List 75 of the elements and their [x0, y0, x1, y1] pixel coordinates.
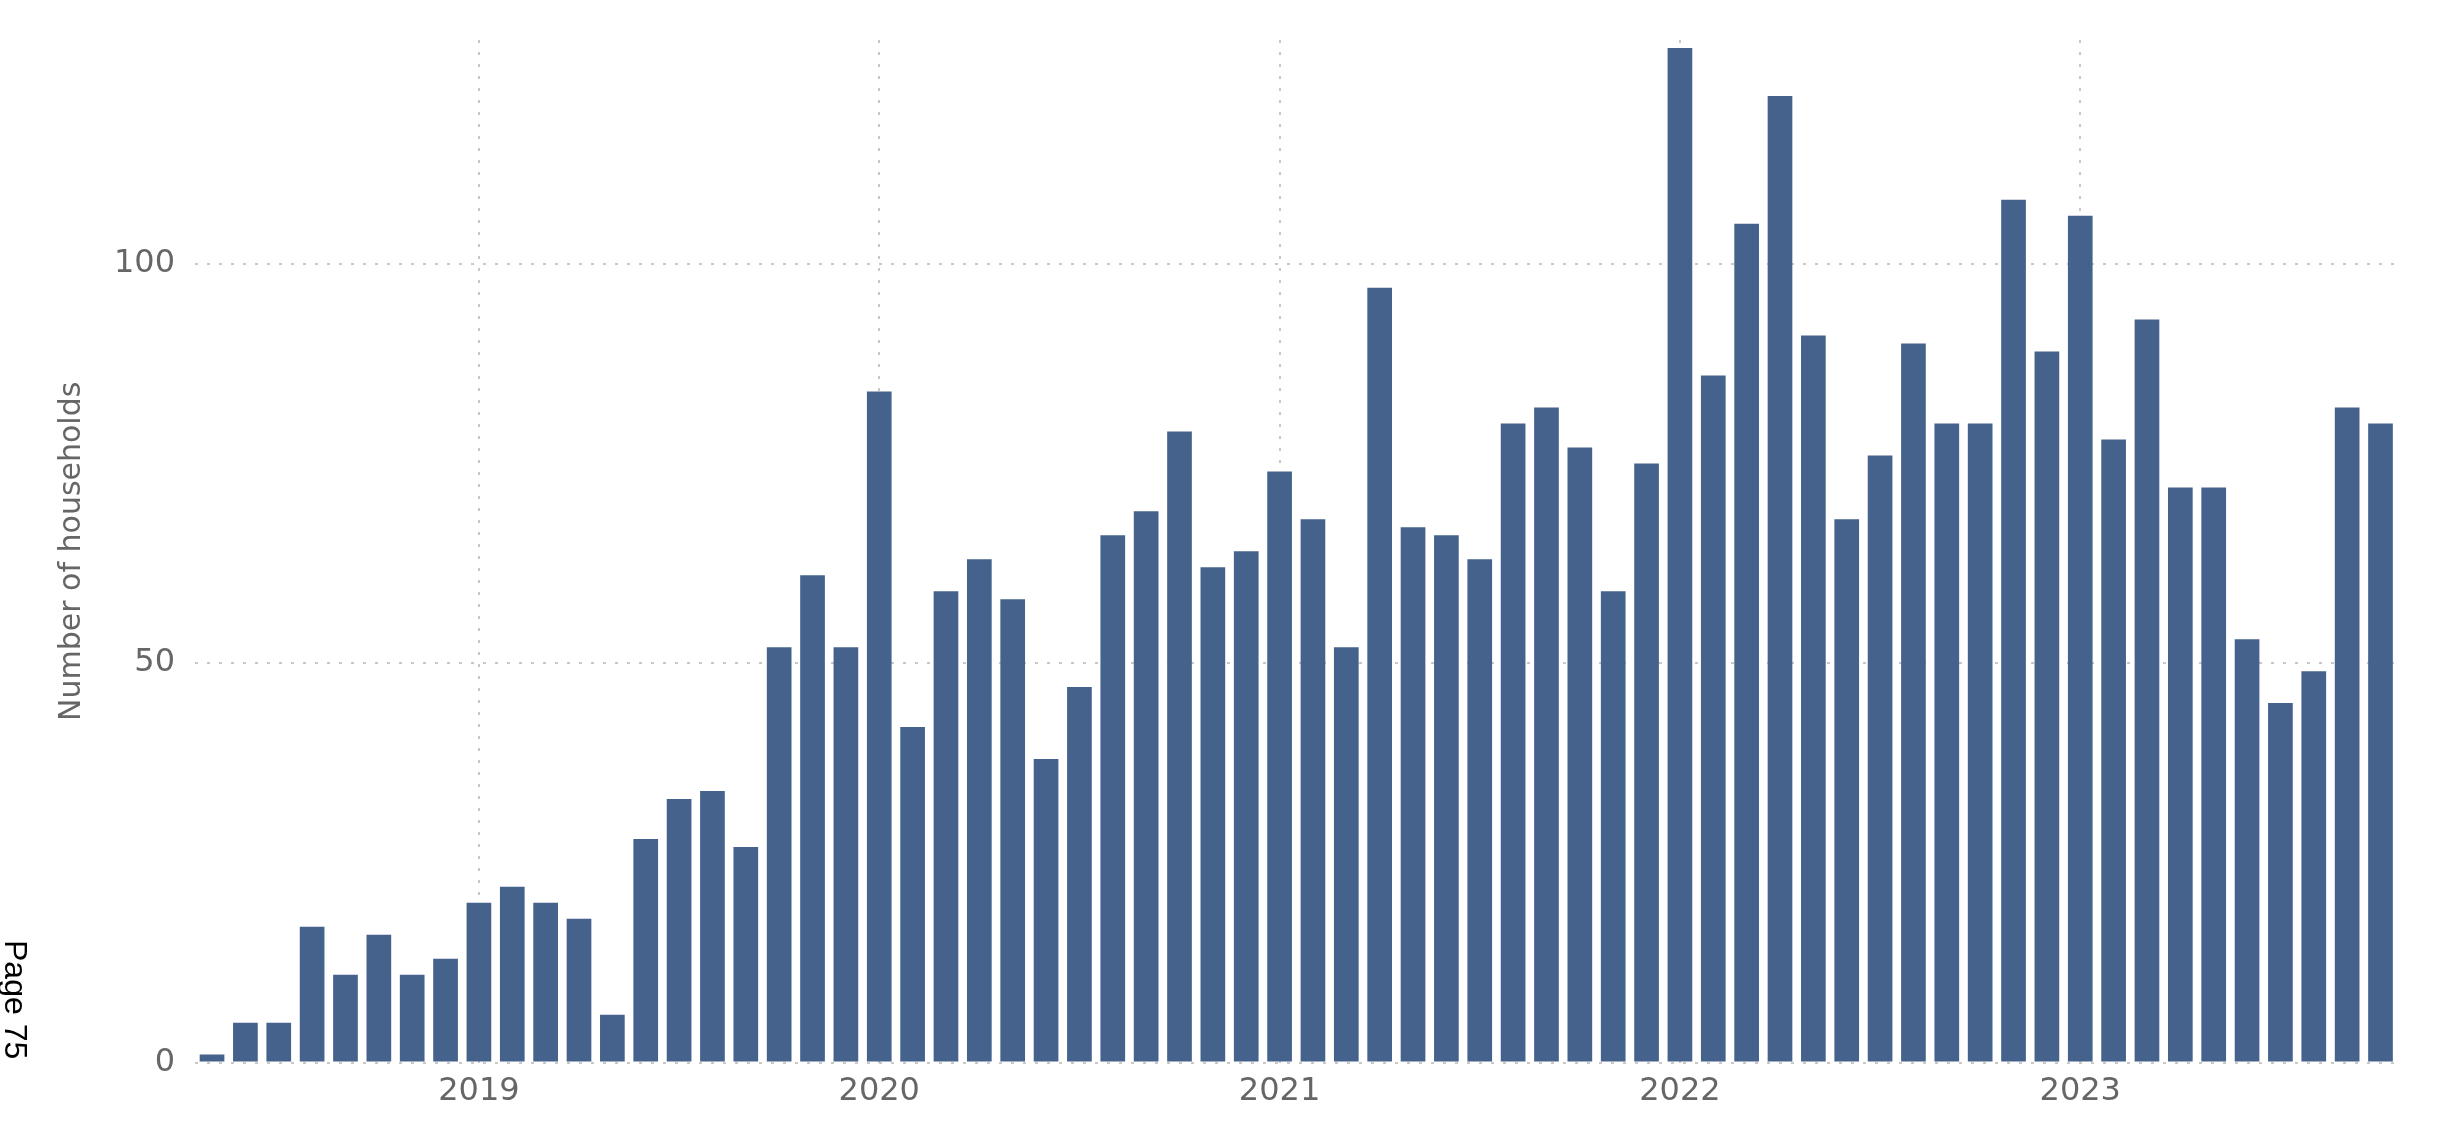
bar	[633, 838, 659, 1062]
bar	[900, 727, 925, 1062]
bar	[2334, 407, 2360, 1062]
bar	[1000, 599, 1026, 1062]
bar	[700, 790, 725, 1062]
bar	[733, 846, 759, 1062]
bar	[566, 918, 592, 1062]
bar	[399, 974, 425, 1062]
bar	[1367, 287, 1393, 1062]
bar	[2234, 639, 2260, 1062]
bar	[366, 934, 392, 1062]
x-tick-label: 2019	[438, 1070, 520, 1109]
bar	[1167, 431, 1192, 1062]
bar	[2268, 703, 2293, 1062]
bar	[2101, 439, 2126, 1062]
x-tick-label: 2021	[1238, 1070, 1321, 1109]
bar	[1734, 223, 1759, 1062]
bar	[2034, 351, 2060, 1062]
bar	[2001, 199, 2026, 1062]
bar	[1867, 455, 1893, 1062]
bar	[199, 1054, 225, 1062]
bar	[600, 1014, 625, 1062]
bar	[1233, 551, 1259, 1062]
bar	[1100, 535, 1126, 1062]
bar	[966, 559, 992, 1062]
y-tick-label: 50	[134, 641, 176, 680]
bar	[800, 575, 825, 1062]
bar	[666, 798, 692, 1062]
bar	[1700, 375, 1726, 1062]
bar	[499, 886, 525, 1062]
bar	[1801, 335, 1826, 1062]
bar	[1901, 343, 1926, 1062]
bar	[2167, 487, 2193, 1062]
bar	[2368, 423, 2393, 1062]
bar	[1200, 567, 1226, 1062]
bar	[2134, 319, 2160, 1062]
bar	[2067, 215, 2093, 1062]
y-tick-label: 100	[114, 242, 176, 281]
bar	[533, 902, 558, 1062]
bar	[1400, 527, 1426, 1062]
bar	[466, 902, 492, 1062]
bar	[1033, 759, 1059, 1062]
y-tick-label: 0	[154, 1040, 176, 1079]
bar	[233, 1022, 258, 1062]
bar	[1133, 511, 1159, 1062]
x-tick-label: 2020	[838, 1070, 920, 1109]
y-axis-title: Number of households	[51, 381, 87, 721]
bar	[1300, 519, 1326, 1062]
bar	[1534, 407, 1559, 1062]
bar	[1467, 559, 1493, 1062]
bar	[1434, 535, 1459, 1062]
bar	[2201, 487, 2227, 1062]
bar	[933, 591, 959, 1062]
bar	[266, 1022, 292, 1062]
bar	[299, 926, 325, 1062]
bar	[866, 391, 892, 1062]
bar	[2301, 671, 2327, 1062]
bar	[433, 958, 458, 1062]
bar	[1267, 471, 1292, 1062]
bar	[1500, 423, 1526, 1062]
bar	[1333, 647, 1359, 1062]
bar	[333, 974, 358, 1062]
bar	[833, 647, 859, 1062]
bar	[766, 647, 792, 1062]
bar	[1667, 47, 1693, 1062]
bar	[1067, 687, 1092, 1062]
bar	[1567, 447, 1593, 1062]
bar	[1934, 423, 1960, 1062]
bar	[1634, 463, 1659, 1062]
bar	[1600, 591, 1626, 1062]
bar	[1834, 519, 1860, 1062]
x-tick-label: 2022	[1639, 1070, 1721, 1109]
bar	[1967, 423, 1993, 1062]
x-tick-label: 2023	[2039, 1070, 2121, 1109]
bar	[1767, 95, 1793, 1062]
